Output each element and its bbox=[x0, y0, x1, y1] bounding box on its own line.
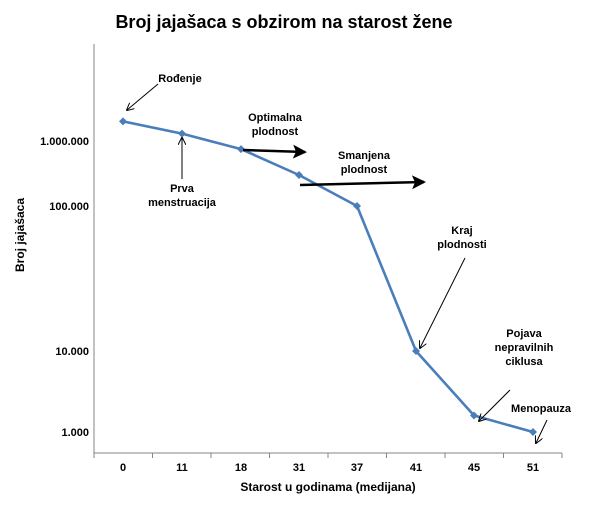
y-tick-label: 1.000 bbox=[61, 427, 89, 439]
x-tick-label: 51 bbox=[527, 462, 539, 474]
data-point bbox=[178, 129, 186, 138]
annotation-arrow bbox=[299, 175, 426, 190]
x-tick-label: 45 bbox=[468, 462, 480, 474]
annotation-arrow bbox=[420, 257, 466, 348]
annotation-label: Optimalna plodnost bbox=[248, 112, 303, 138]
annotation-arrow bbox=[479, 389, 511, 421]
annotation-label: Menopauza bbox=[511, 403, 572, 415]
x-axis-title: Starost u godinama (medijana) bbox=[240, 480, 415, 494]
x-tick-label: 37 bbox=[351, 462, 363, 474]
data-point bbox=[470, 411, 478, 420]
annotation-arrow bbox=[242, 144, 307, 159]
annotation-arrow bbox=[127, 83, 159, 110]
series-line bbox=[122, 120, 534, 434]
axes bbox=[93, 44, 563, 458]
annotation-label: Kraj plodnosti bbox=[437, 225, 487, 251]
x-tick-label: 31 bbox=[293, 462, 305, 474]
data-point bbox=[353, 202, 361, 210]
tick-labels: 0 11 18 31 37 41 45 51 1.000 10.000 100.000 1.000.0… bbox=[40, 136, 539, 474]
data-point bbox=[529, 428, 537, 436]
x-tick-label: 41 bbox=[410, 462, 422, 474]
annotation-label: Pojava nepravilnih ciklusa bbox=[495, 328, 554, 368]
annotations: Rođenje Prva menstruacija Optimalna plodnost… bbox=[127, 73, 572, 443]
annotation-label: Smanjena plodnost bbox=[338, 150, 391, 176]
data-point bbox=[119, 117, 127, 126]
y-tick-label: 1.000.000 bbox=[40, 136, 89, 148]
x-tick-label: 11 bbox=[176, 462, 188, 474]
data-point bbox=[295, 170, 303, 179]
y-tick-label: 100.000 bbox=[49, 201, 89, 213]
y-axis-title: Broj jajašaca bbox=[13, 198, 27, 272]
series bbox=[119, 117, 537, 436]
annotation-arrow bbox=[536, 419, 548, 443]
annotation-label: Rođenje bbox=[158, 73, 201, 85]
data-point bbox=[412, 347, 420, 355]
chart-title: Broj jajašaca s obzirom na starost žene bbox=[115, 12, 452, 32]
x-tick-label: 0 bbox=[120, 462, 126, 474]
y-tick-label: 10.000 bbox=[55, 346, 89, 358]
x-tick-label: 18 bbox=[235, 462, 247, 474]
annotation-label: Prva menstruacija bbox=[148, 183, 217, 209]
